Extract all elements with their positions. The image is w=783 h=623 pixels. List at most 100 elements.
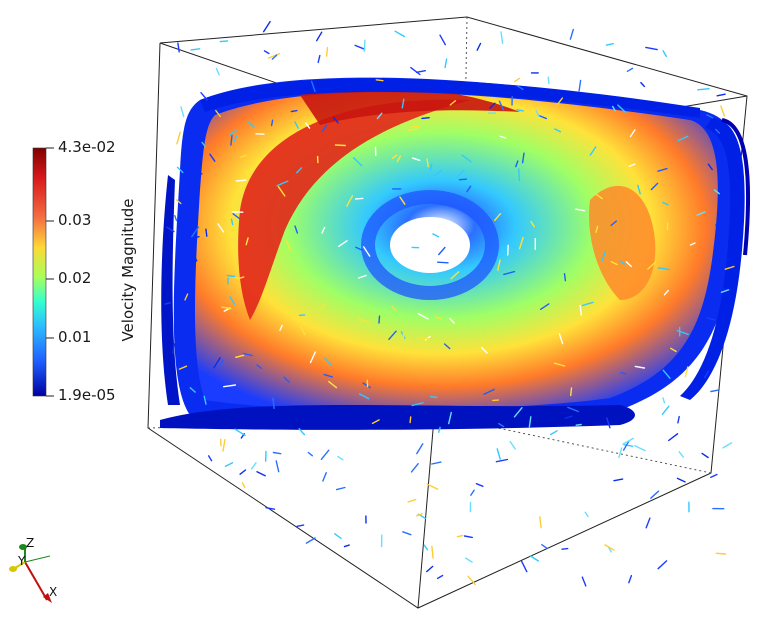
velocity-glyph — [352, 156, 363, 167]
velocity-glyph — [335, 486, 346, 491]
velocity-glyph — [676, 329, 689, 336]
velocity-glyph — [715, 128, 721, 134]
velocity-glyph — [296, 524, 305, 527]
velocity-glyph — [296, 167, 303, 174]
velocity-glyph — [407, 128, 419, 132]
velocity-glyph — [684, 366, 689, 378]
velocity-glyph — [410, 463, 419, 473]
velocity-glyph — [235, 179, 247, 182]
velocity-glyph — [433, 169, 443, 177]
velocity-glyph — [166, 226, 175, 233]
velocity-glyph — [618, 447, 623, 459]
velocity-glyph — [456, 169, 465, 178]
velocity-glyph — [589, 146, 597, 156]
velocity-glyph — [547, 76, 550, 85]
velocity-glyph — [431, 545, 434, 559]
velocity-glyph — [647, 261, 657, 270]
velocity-glyph — [436, 574, 444, 580]
velocity-glyph — [489, 102, 496, 109]
velocity-glyph — [239, 469, 247, 475]
velocity-glyph — [461, 154, 472, 163]
velocity-glyph — [277, 186, 286, 197]
velocity-glyph — [309, 351, 316, 364]
velocity-glyph — [186, 151, 193, 156]
velocity-glyph — [268, 52, 281, 59]
colorbar-tick-label: 0.02 — [58, 269, 92, 287]
velocity-glyph — [376, 112, 383, 120]
velocity-glyph — [328, 380, 338, 389]
velocity-glyph — [622, 440, 630, 451]
velocity-glyph — [229, 296, 236, 305]
velocity-glyph — [561, 547, 569, 550]
velocity-glyph — [529, 555, 539, 562]
velocity-glyph — [663, 289, 669, 296]
velocity-glyph — [689, 242, 696, 246]
velocity-glyph — [435, 315, 442, 320]
velocity-glyph — [499, 135, 507, 139]
colorbar-title: Velocity Magnitude — [119, 198, 137, 342]
velocity-glyph — [661, 405, 670, 415]
velocity-glyph — [657, 167, 668, 172]
velocity-glyph — [678, 451, 684, 458]
velocity-glyph — [507, 244, 509, 256]
velocity-glyph — [514, 77, 521, 83]
velocity-glyph — [650, 182, 659, 191]
velocity-glyph — [516, 109, 524, 112]
velocity-glyph — [316, 31, 323, 42]
velocity-glyph — [437, 261, 449, 264]
velocity-glyph — [399, 196, 406, 205]
velocity-glyph — [176, 166, 184, 174]
velocity-glyph — [581, 576, 587, 587]
velocity-glyph — [541, 544, 548, 550]
velocity-glyph — [662, 397, 666, 404]
velocity-glyph — [323, 373, 333, 378]
velocity-glyph — [401, 98, 405, 109]
velocity-glyph — [448, 411, 452, 425]
velocity-glyph — [178, 365, 188, 370]
colorbar-tick-label: 0.01 — [58, 328, 92, 346]
velocity-glyph — [232, 213, 241, 220]
velocity-glyph — [606, 417, 611, 429]
velocity-glyph — [610, 261, 618, 266]
velocity-glyph — [498, 422, 505, 428]
velocity-glyph — [298, 428, 306, 436]
velocity-glyph — [411, 157, 421, 162]
velocity-glyph — [480, 346, 488, 354]
velocity-glyph — [449, 317, 455, 324]
velocity-glyph — [184, 293, 189, 301]
velocity-glyph — [466, 185, 472, 193]
velocity-glyph — [470, 489, 475, 496]
velocity-glyph — [449, 99, 457, 106]
velocity-glyph — [176, 131, 181, 145]
velocity-glyph — [320, 449, 330, 460]
velocity-glyph — [426, 483, 439, 490]
velocity-glyph — [569, 28, 574, 40]
velocity-glyph — [375, 79, 384, 82]
velocity-glyph — [539, 516, 542, 529]
velocity-glyph — [240, 154, 247, 158]
velocity-glyph — [290, 109, 298, 113]
velocity-glyph — [201, 141, 207, 149]
velocity-glyph — [218, 359, 224, 369]
velocity-glyph — [467, 575, 476, 586]
velocity-glyph — [189, 387, 196, 393]
velocity-glyph — [521, 560, 528, 573]
velocity-glyph — [516, 84, 524, 91]
colorbar — [32, 147, 54, 397]
velocity-glyph — [645, 517, 651, 529]
velocity-glyph — [604, 544, 615, 551]
velocity-glyph — [402, 531, 412, 536]
velocity-glyph — [438, 246, 446, 256]
velocity-glyph — [581, 301, 594, 307]
velocity-glyph — [294, 121, 299, 129]
velocity-glyph — [608, 546, 612, 553]
velocity-glyph — [177, 42, 180, 53]
velocity-glyph — [637, 184, 641, 195]
velocity-glyph — [715, 223, 719, 237]
velocity-glyph — [710, 389, 719, 393]
velocity-glyph — [305, 537, 316, 544]
velocity-glyph — [500, 31, 504, 45]
axis-label-y: Y — [18, 554, 26, 568]
velocity-glyph — [371, 419, 380, 425]
